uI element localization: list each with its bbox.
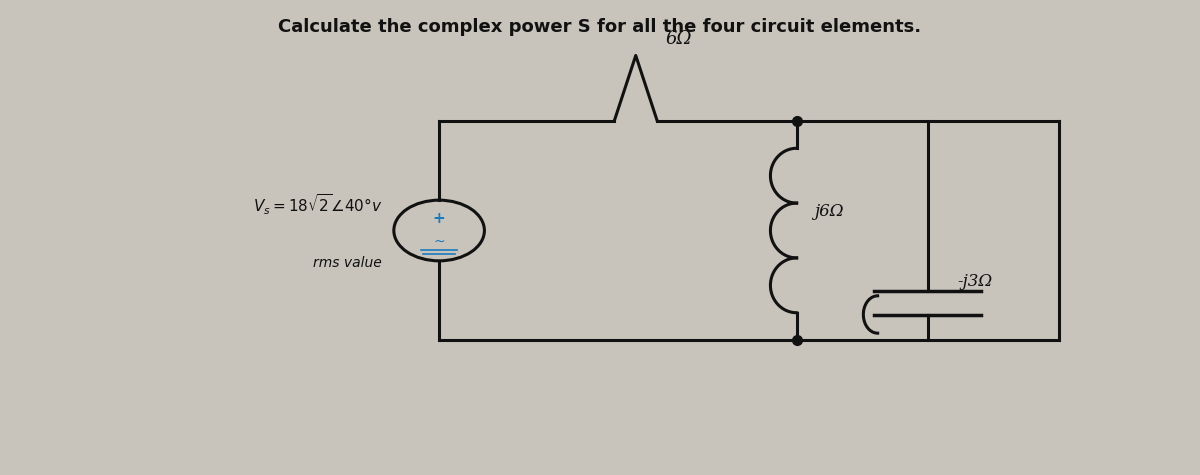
- Text: -j3Ω: -j3Ω: [958, 273, 992, 290]
- Text: +: +: [433, 211, 445, 227]
- Text: Calculate the complex power S for all the four circuit elements.: Calculate the complex power S for all th…: [278, 18, 922, 36]
- Text: rms value: rms value: [313, 256, 382, 270]
- Text: $V_s=18\sqrt{2}\angle 40°v$: $V_s=18\sqrt{2}\angle 40°v$: [252, 192, 382, 217]
- Text: j6Ω: j6Ω: [815, 203, 844, 220]
- Text: 6Ω: 6Ω: [666, 30, 692, 48]
- Text: ~: ~: [433, 235, 445, 249]
